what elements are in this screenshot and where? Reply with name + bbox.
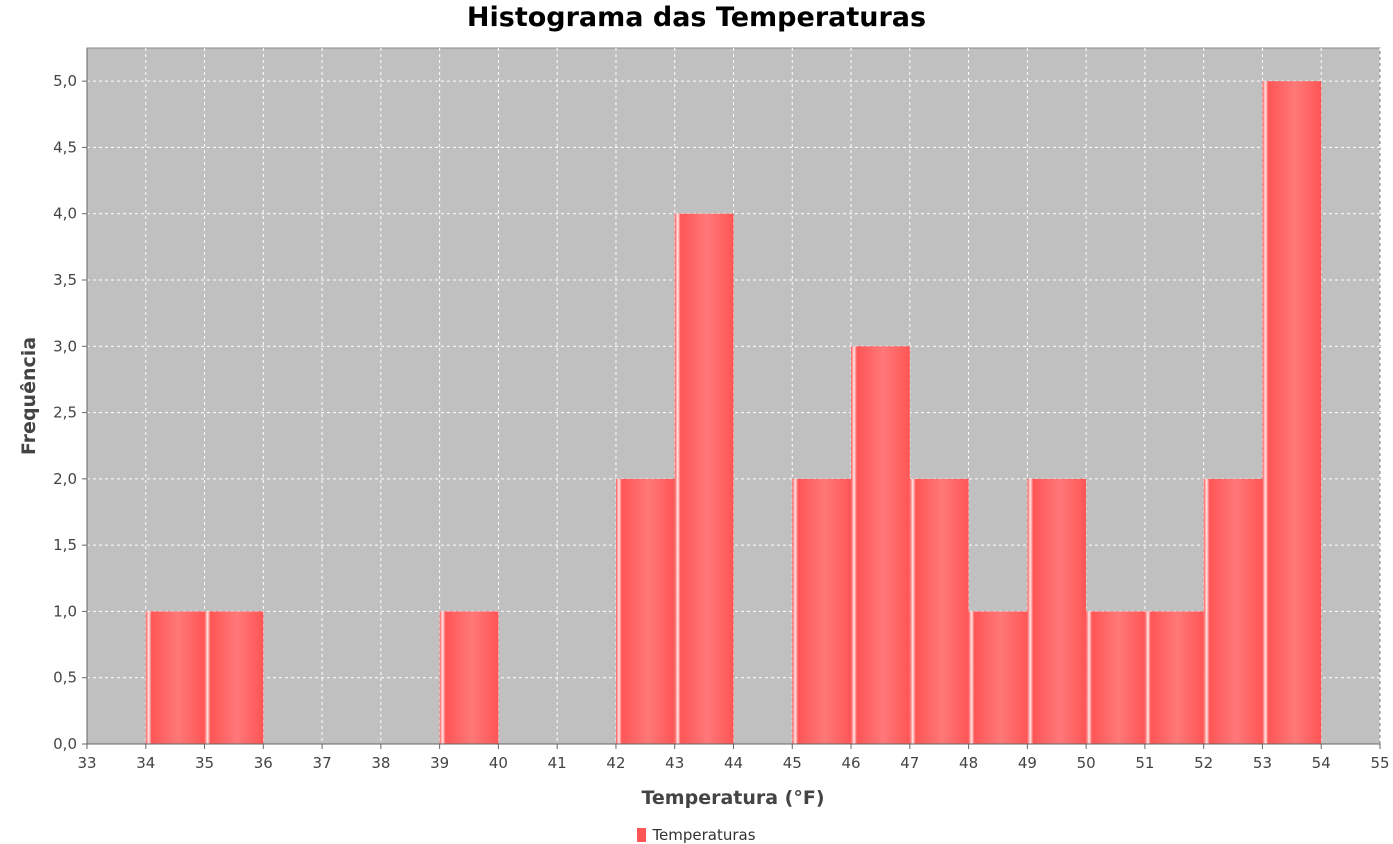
x-tick-label: 36 [254,754,273,772]
x-tick-label: 55 [1370,754,1389,772]
histogram-bar [615,478,675,744]
histogram-bar [968,611,1028,744]
x-tick-label: 51 [1135,754,1154,772]
y-tick-label: 2,5 [53,404,77,422]
y-tick-label: 0,5 [53,669,77,687]
legend-swatch [637,828,647,842]
y-tick-label: 5,0 [53,72,77,90]
histogram-bar [439,611,499,744]
y-tick-label: 2,0 [53,470,77,488]
histogram-bar [204,611,264,744]
x-tick-label: 40 [489,754,508,772]
x-tick-label: 45 [783,754,802,772]
y-tick-label: 4,0 [53,205,77,223]
y-tick-label: 3,0 [53,337,77,355]
legend: Temperaturas [0,826,1393,844]
histogram-bar [1027,478,1087,744]
histogram-bar [1203,478,1263,744]
histogram-bar [145,611,205,744]
x-tick-label: 37 [313,754,332,772]
x-tick-label: 50 [1077,754,1096,772]
x-tick-label: 44 [724,754,743,772]
x-tick-label: 49 [1018,754,1037,772]
x-tick-label: 54 [1312,754,1331,772]
histogram-bar [1086,611,1145,744]
histogram-bar [792,478,852,744]
y-tick-label: 1,5 [53,536,77,554]
chart-title: Histograma das Temperaturas [466,2,927,33]
x-tick-label: 43 [665,754,684,772]
axes [82,48,1381,749]
x-tick-label: 39 [430,754,449,772]
histogram-bar [1144,611,1204,744]
legend-label: Temperaturas [652,826,756,844]
histogram-bar [1262,81,1322,744]
x-tick-label: 35 [195,754,214,772]
x-tick-label: 53 [1253,754,1272,772]
x-tick-label: 34 [136,754,155,772]
x-tick-label: 41 [548,754,567,772]
y-tick-label: 4,5 [53,138,77,156]
histogram-bar [909,478,969,744]
y-tick-label: 1,0 [53,602,77,620]
x-tick-label: 38 [371,754,390,772]
histogram-bars [145,81,1322,744]
x-tick-label: 46 [841,754,860,772]
y-tick-label: 0,0 [53,735,77,753]
x-tick-label: 52 [1194,754,1213,772]
tick-labels: 33 34 35 36 37 38 39 40 41 42 43 44 45 46 47 48 49 50 51 52… [53,72,1389,772]
histogram-bar [674,213,734,744]
y-axis-title: Frequência [18,337,40,455]
x-axis-title: Temperatura (°F) [641,787,824,809]
x-tick-label: 42 [606,754,625,772]
x-tick-label: 33 [77,754,96,772]
x-tick-label: 47 [900,754,919,772]
histogram-bar [851,346,910,744]
y-tick-label: 3,5 [53,271,77,289]
x-tick-label: 48 [959,754,978,772]
